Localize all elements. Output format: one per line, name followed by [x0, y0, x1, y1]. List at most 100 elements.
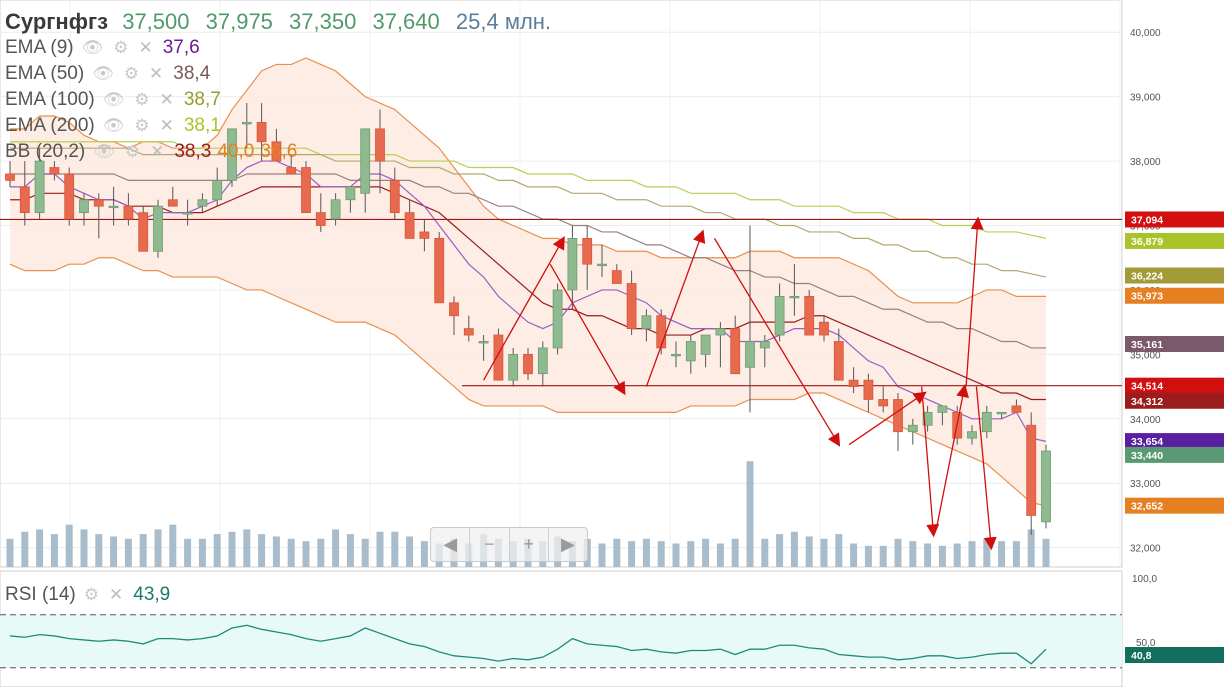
volume-bar [154, 529, 162, 567]
volume-bar [302, 541, 310, 567]
candle-body [301, 167, 311, 214]
y-tick-label: 34,000 [1130, 415, 1161, 426]
candle-body [138, 212, 149, 252]
eye-icon[interactable]: 👁 [92, 64, 114, 83]
eye-icon[interactable]: 👁 [81, 38, 104, 57]
indicator-value: 38,7 [183, 89, 221, 110]
candle-body [893, 399, 903, 433]
candle-body [967, 431, 977, 439]
candle-body [523, 353, 533, 375]
volume-bar [198, 538, 206, 567]
price-badge [1125, 336, 1224, 353]
candle-body [271, 141, 282, 162]
volume-bar [1042, 538, 1050, 567]
volume-bar [731, 538, 739, 567]
zoom-in-button[interactable]: + [510, 528, 549, 561]
candle-body [833, 341, 844, 381]
volume-bar [213, 534, 221, 567]
candle-body [1026, 424, 1037, 516]
candle-body [34, 160, 45, 214]
indicator-legend: EMA (9) 👁 ⚙ ✕ 37,6 [5, 37, 206, 59]
candle-body [745, 341, 755, 368]
indicator-value: 37,6 [162, 37, 200, 58]
candle-body [449, 302, 459, 317]
candle-body [153, 205, 163, 252]
candle-body [79, 199, 89, 214]
ema200-line [10, 141, 1047, 239]
volume-bar [1027, 529, 1035, 567]
close-icon[interactable]: ✕ [159, 116, 174, 135]
close-icon[interactable]: ✕ [150, 142, 165, 161]
eye-icon[interactable]: 👁 [102, 90, 125, 109]
candle-body [537, 347, 548, 375]
volume-bar [406, 536, 414, 567]
candle-body [907, 424, 918, 433]
close-icon[interactable]: ✕ [138, 38, 153, 57]
candle-body [671, 353, 681, 357]
candle-body [123, 205, 134, 220]
indicator-name: EMA (200) [5, 115, 95, 136]
volume-bar [998, 541, 1006, 567]
rsi-legend: RSI (14) ⚙ ✕ 43,9 [5, 584, 176, 606]
trend-arrow [645, 229, 706, 387]
volume-bar [169, 524, 177, 567]
candle-body [981, 411, 992, 433]
low-value: 37,350 [289, 9, 357, 34]
volume-bar [376, 531, 384, 567]
candle-body [182, 212, 193, 215]
candle-body [789, 295, 800, 299]
eye-icon[interactable]: 👁 [102, 116, 125, 135]
gear-icon[interactable]: ⚙ [134, 90, 150, 109]
trend-arrow [965, 216, 984, 387]
close-icon[interactable]: ✕ [159, 90, 174, 109]
price-badge-label: 35,973 [1131, 291, 1163, 303]
y-tick-label: 32,000 [1130, 544, 1161, 555]
volume-bar [776, 534, 784, 567]
indicator-legend: EMA (200) 👁 ⚙ ✕ 38,1 [5, 115, 227, 137]
gear-icon[interactable]: ⚙ [123, 64, 140, 83]
candle-body [286, 167, 297, 175]
volume-bar [790, 531, 798, 567]
gear-icon[interactable]: ⚙ [113, 38, 129, 57]
candle-body [404, 212, 415, 239]
price-badge-label: 34,312 [1131, 396, 1163, 408]
volume-bar [110, 536, 118, 567]
volume-bar [761, 538, 769, 567]
candle-body [434, 237, 445, 304]
price-badge-label: 33,654 [1131, 436, 1163, 448]
volume-bar [702, 538, 710, 567]
eye-icon[interactable]: 👁 [93, 142, 115, 161]
candle-body [552, 289, 563, 349]
close-icon[interactable]: ✕ [149, 64, 164, 83]
rsi-band [0, 614, 1122, 668]
indicator-value: 38,3 [174, 141, 212, 162]
candle-body [863, 379, 874, 400]
candle-body [93, 199, 104, 207]
volume-bar [953, 543, 961, 567]
volume-bar [317, 538, 325, 567]
gear-icon[interactable]: ⚙ [83, 585, 99, 604]
zoom-out-button[interactable]: − [470, 528, 510, 561]
close-icon[interactable]: ✕ [109, 585, 124, 604]
volume-bar [894, 538, 902, 567]
volume-bar [968, 541, 976, 567]
candle-body [49, 167, 60, 175]
volume-bar [95, 534, 103, 567]
candle-body [227, 128, 237, 181]
candle-body [1041, 450, 1051, 523]
gear-icon[interactable]: ⚙ [124, 142, 141, 161]
volume-bar [332, 529, 340, 567]
candle-body [256, 122, 267, 143]
candle-body [241, 122, 252, 125]
close-value: 37,640 [372, 9, 440, 34]
volume-bar [805, 536, 813, 567]
candle-body [730, 328, 741, 375]
y-tick-label: 33,000 [1130, 479, 1161, 490]
volume-bar [6, 538, 14, 567]
scroll-right-button[interactable]: ▶ [560, 534, 575, 554]
scroll-left-button[interactable]: ◀ [431, 528, 471, 561]
candle-body [715, 328, 726, 336]
gear-icon[interactable]: ⚙ [134, 116, 150, 135]
y-tick-label: 39,000 [1130, 93, 1161, 104]
candle-body [5, 173, 15, 181]
